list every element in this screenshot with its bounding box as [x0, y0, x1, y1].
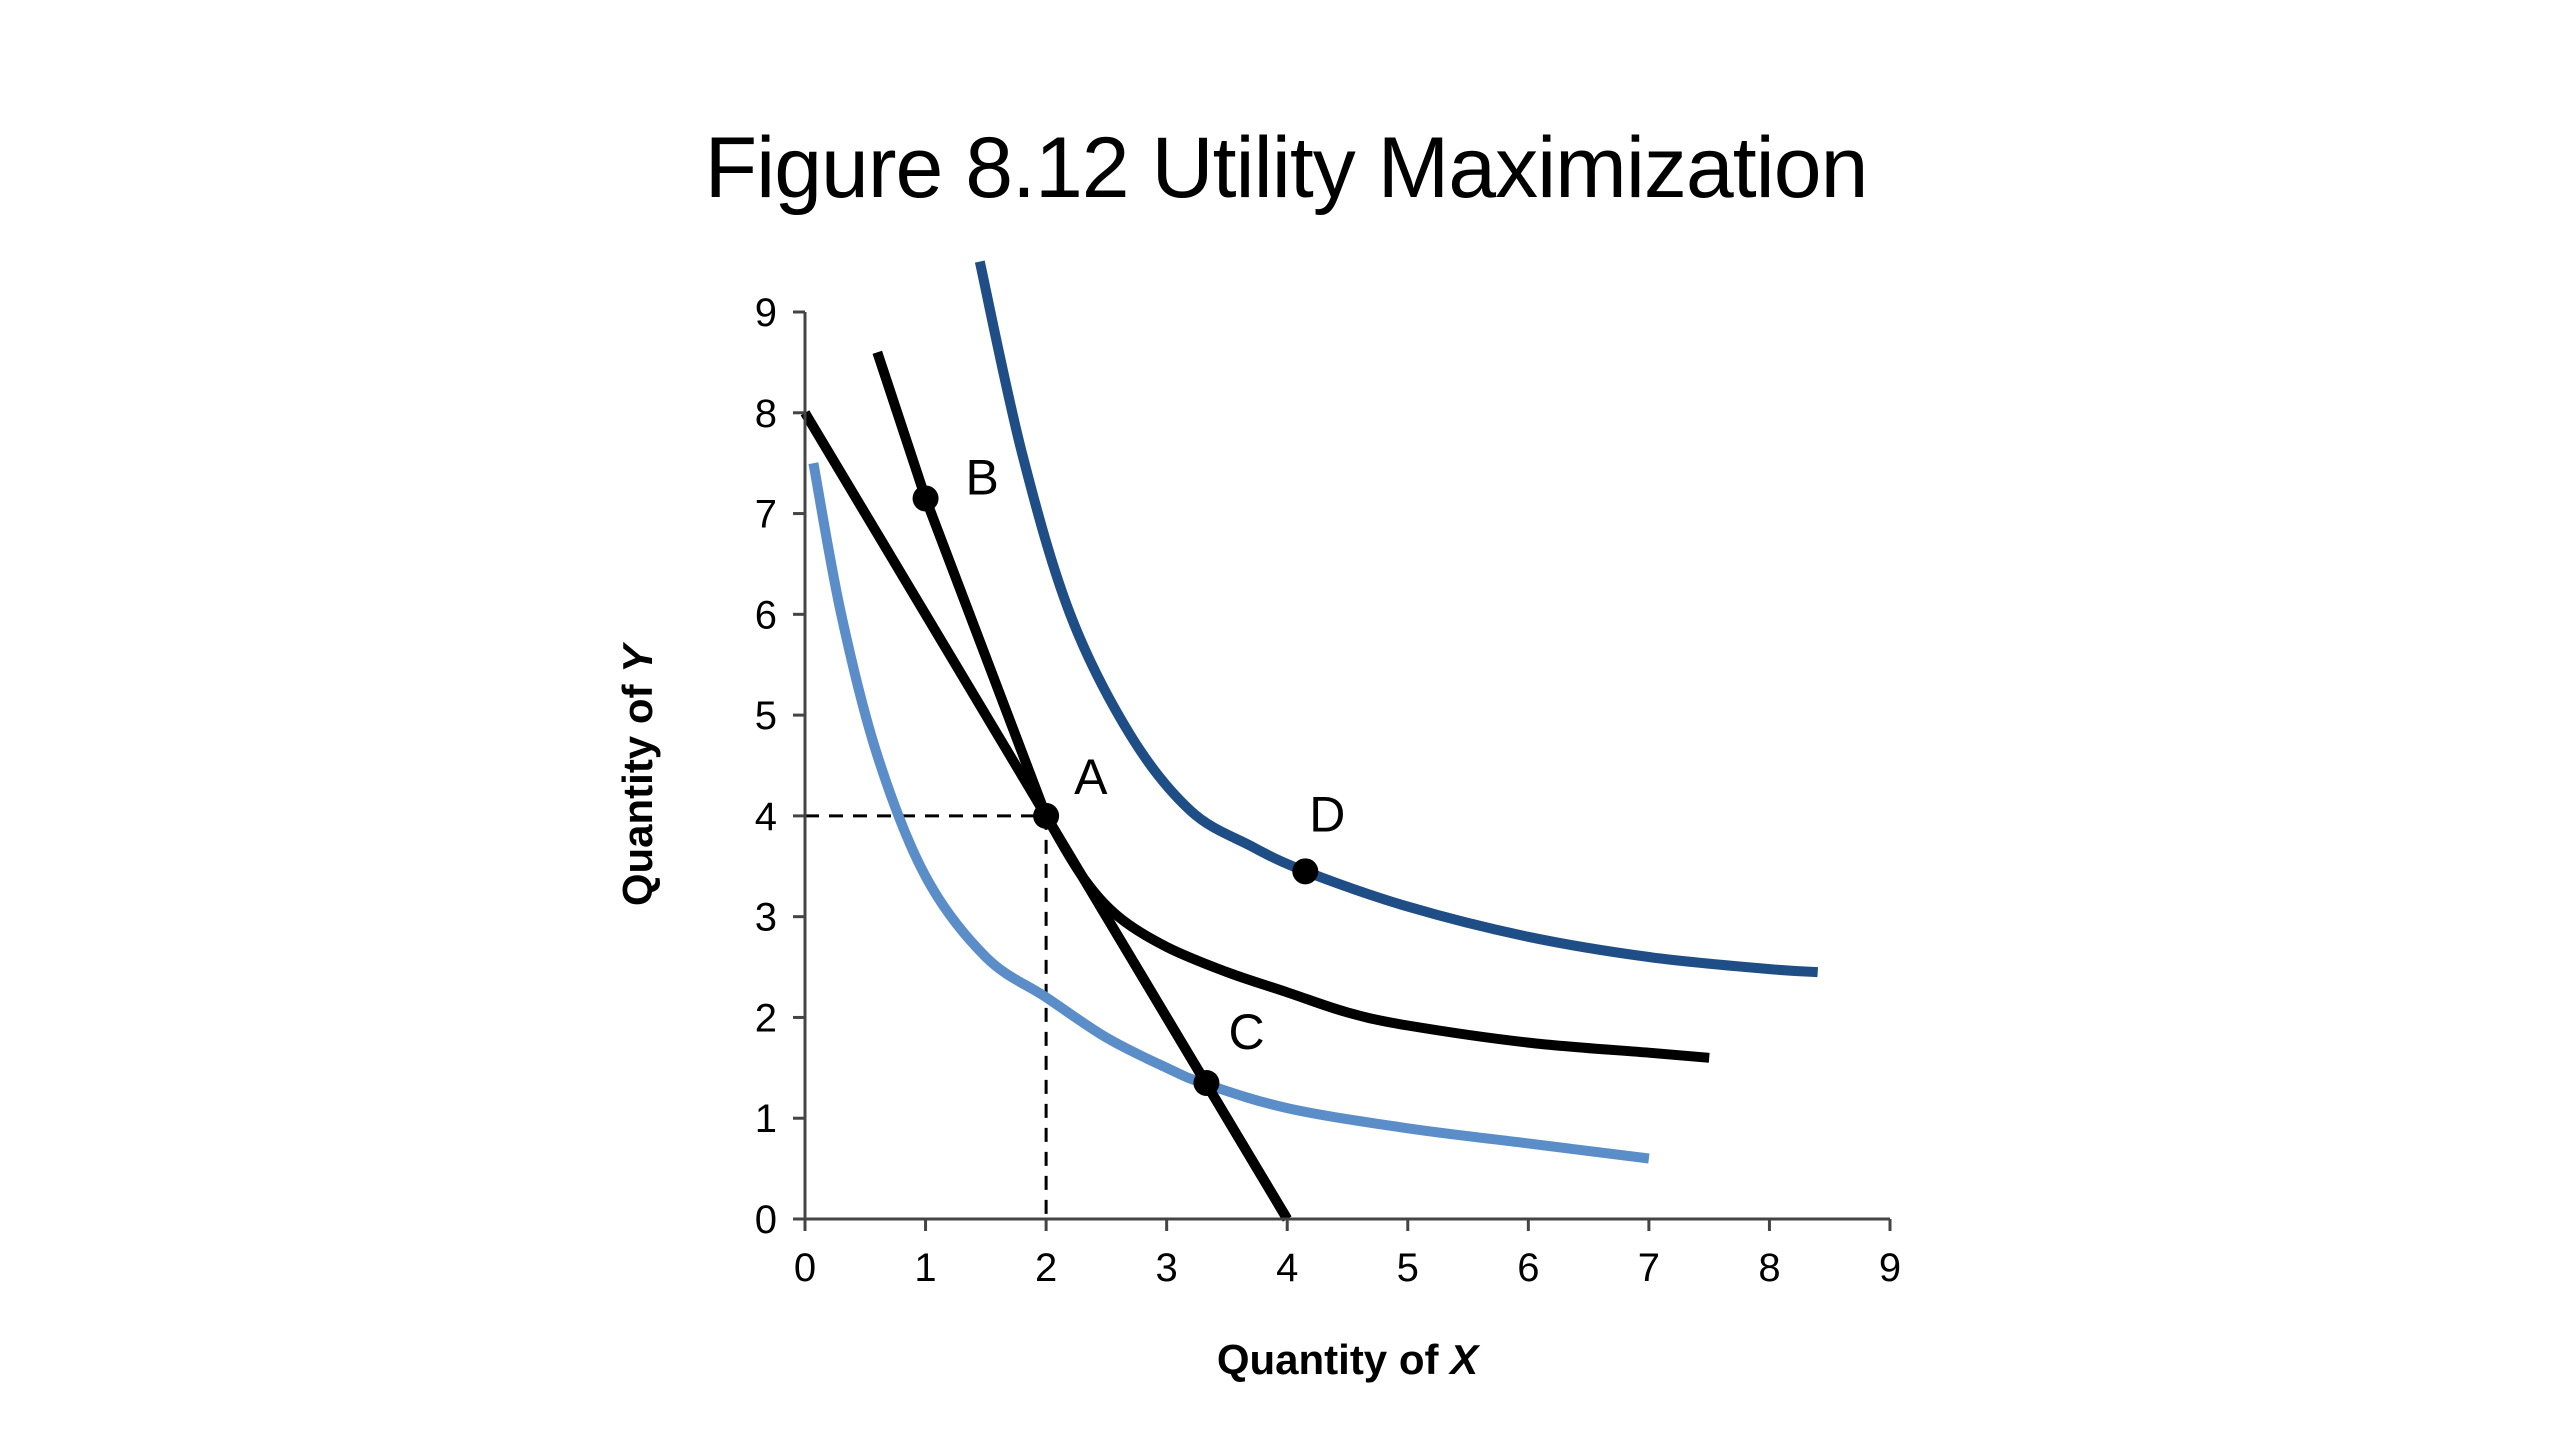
x-tick-label: 5	[1397, 1246, 1419, 1290]
y-tick-label: 5	[755, 694, 777, 738]
x-tick-label: 8	[1758, 1246, 1780, 1290]
point-b-marker	[912, 485, 939, 512]
y-tick-label: 9	[755, 291, 777, 335]
steep-line	[872, 350, 1292, 1222]
point-a-label: A	[1074, 749, 1108, 805]
y-tick-label: 7	[755, 493, 777, 537]
labels-layer: A B C D	[966, 449, 1346, 1060]
indifference-mid	[1041, 813, 1710, 1063]
y-tick-label: 6	[755, 593, 777, 637]
y-tick-label: 0	[755, 1198, 777, 1242]
point-c-marker	[1193, 1069, 1220, 1096]
x-axis-label-text: Quantity of	[1217, 1336, 1450, 1383]
x-tick-label: 1	[914, 1246, 936, 1290]
x-tick-label: 6	[1517, 1246, 1539, 1290]
point-d-marker	[1292, 858, 1319, 885]
x-tick-label: 3	[1156, 1246, 1178, 1290]
y-tick-label: 2	[755, 996, 777, 1040]
point-c-label: C	[1228, 1004, 1264, 1060]
y-axis-label-text: Quantity of	[614, 673, 661, 906]
x-tick-label: 9	[1879, 1246, 1901, 1290]
y-tick-label: 8	[755, 392, 777, 436]
points-layer	[912, 485, 1319, 1096]
point-a-marker	[1033, 802, 1060, 829]
y-axis-label-var: Y	[614, 641, 661, 673]
curves-layer	[800, 260, 1819, 1222]
point-b-label: B	[966, 449, 999, 505]
y-tick-label: 4	[755, 795, 777, 839]
y-tick-label: 1	[755, 1097, 777, 1141]
x-tick-label: 4	[1276, 1246, 1298, 1290]
x-tick-label: 7	[1638, 1246, 1660, 1290]
y-axis-label: Quantity of Y	[614, 641, 661, 906]
x-axis-label: Quantity of X	[1217, 1336, 1481, 1383]
indifference-high	[974, 260, 1819, 978]
x-tick-label: 2	[1035, 1246, 1057, 1290]
guides-layer	[805, 814, 1048, 1219]
chart-title: Figure 8.12 Utility Maximization	[704, 120, 1869, 216]
x-tick-label: 0	[794, 1246, 816, 1290]
y-tick-label: 3	[755, 896, 777, 940]
point-d-label: D	[1309, 786, 1345, 842]
x-axis-label-var: X	[1448, 1336, 1481, 1383]
indifference-low	[808, 462, 1650, 1164]
